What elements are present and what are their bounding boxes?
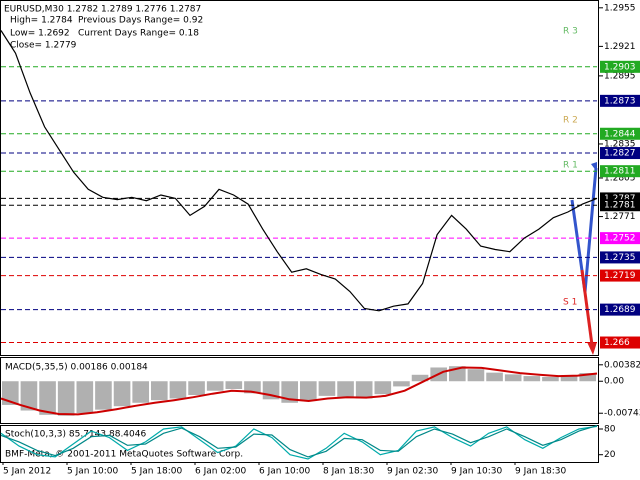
histogram-bar (504, 374, 522, 382)
main-panel (0, 0, 599, 356)
x-tick-label: 6 Jan 10:00 (259, 467, 311, 477)
y-tick-label: 1.2835 (604, 139, 636, 149)
histogram-bar (206, 381, 224, 391)
level-label: 1.2873 (604, 96, 636, 106)
histogram-bar (132, 381, 149, 403)
level-label: 1.2811 (604, 167, 636, 177)
level-label: 1.2719 (604, 271, 636, 281)
price-line (0, 30, 598, 312)
histogram-bar (523, 376, 541, 382)
histogram-bar (188, 381, 205, 396)
pivot-label: S 1 (563, 298, 577, 308)
y-tick-label: 0.00382 (604, 360, 640, 370)
histogram-bar (355, 381, 373, 399)
level-box (600, 232, 640, 245)
red-arrow (580, 269, 594, 346)
histogram-bar (225, 381, 243, 389)
level-box (600, 251, 640, 264)
pivot-label: R 2 (563, 116, 578, 126)
series-line (0, 425, 598, 458)
x-tick-label: 5 Jan 10:00 (67, 467, 119, 477)
high-info: High= 1.2784 (10, 16, 73, 26)
histogram-bar (318, 381, 336, 396)
level-label: 1.266 (604, 338, 630, 348)
histogram-bar (76, 381, 94, 414)
level-label: 1.2735 (604, 253, 636, 263)
x-tick-label: 9 Jan 18:30 (515, 467, 567, 477)
histogram-bar (486, 372, 503, 382)
signal-line (0, 366, 598, 416)
level-box (600, 127, 640, 140)
histogram-bar (393, 381, 410, 387)
histogram-bar (244, 381, 261, 394)
histogram-bar (20, 381, 38, 411)
histogram-bar (337, 381, 354, 397)
histogram-bar (281, 381, 298, 403)
level-box (600, 336, 640, 349)
histogram-bar (95, 381, 112, 410)
macd-panel (0, 357, 599, 424)
y-tick-label: 1.2895 (604, 71, 636, 81)
y-tick-label: 20 (604, 450, 616, 460)
histogram-bar (57, 381, 75, 416)
x-tick-label: 6 Jan 02:00 (195, 467, 247, 477)
y-tick-label: 1.2771 (604, 212, 636, 222)
copyright: BMF-Meta, © 2001-2011 MetaQuotes Softwar… (5, 450, 243, 460)
histogram-bar (542, 376, 559, 382)
histogram-bar (374, 381, 392, 395)
level-box (600, 269, 640, 282)
level-label: 1.2827 (604, 149, 636, 159)
y-tick-label: 0.00 (604, 377, 624, 387)
x-tick-label: 8 Jan 18:30 (323, 467, 375, 477)
level-label: 1.2781 (604, 201, 636, 211)
level-label: 1.2787 (604, 194, 636, 204)
level-label: 1.2844 (604, 129, 636, 139)
level-label: 1.2689 (604, 305, 636, 315)
blue-arrowhead (591, 162, 597, 172)
histogram-bar (560, 375, 578, 382)
histogram-bar (113, 381, 131, 407)
x-tick-label: 9 Jan 10:30 (451, 467, 503, 477)
pivot-label: R 1 (563, 161, 578, 171)
histogram-bar (467, 369, 485, 382)
level-box (600, 94, 640, 107)
x-tick-label: 5 Jan 18:00 (131, 467, 183, 477)
low-info: Low= 1.2692 (10, 29, 70, 39)
y-tick-label: 1.2805 (604, 174, 636, 184)
y-tick-label: 80 (604, 425, 616, 435)
histogram-bar (169, 381, 187, 399)
histogram-bar (151, 381, 168, 401)
stoch-title: Stoch(10,3,3) 85.7143 88.4046 (5, 430, 146, 440)
macd-title: MACD(5,35,5) 0.00186 0.00184 (5, 363, 148, 373)
y-tick-label: 1.2921 (604, 42, 636, 52)
y-tick-label: 1.2955 (604, 3, 636, 13)
stoch-panel (0, 425, 599, 463)
level-box (600, 60, 640, 73)
histogram-bar (300, 381, 317, 402)
x-tick-label: 5 Jan 2012 (3, 467, 51, 477)
prev-range: Previous Days Range= 0.92 (78, 16, 203, 26)
histogram-bar (579, 373, 596, 382)
level-box (600, 165, 640, 178)
level-box (600, 147, 640, 160)
level-box (600, 303, 640, 316)
histogram-bar (39, 381, 56, 415)
level-label: 1.2903 (604, 62, 636, 72)
symbol-header: EURUSD,M30 1.2782 1.2789 1.2776 1.2787 (4, 5, 201, 15)
histogram-bar (411, 374, 429, 382)
close-info: Close= 1.2779 (10, 41, 77, 51)
histogram-bar (2, 381, 19, 405)
level-label: 1.2752 (604, 234, 636, 244)
cur-range: Current Days Range= 0.18 (78, 29, 199, 39)
x-tick-label: 9 Jan 02:30 (387, 467, 439, 477)
pivot-label: R 3 (563, 27, 578, 37)
series-line (0, 425, 598, 460)
red-arrowhead (587, 342, 597, 355)
y-tick-label: -0.00743 (604, 409, 640, 419)
level-box (600, 199, 640, 212)
